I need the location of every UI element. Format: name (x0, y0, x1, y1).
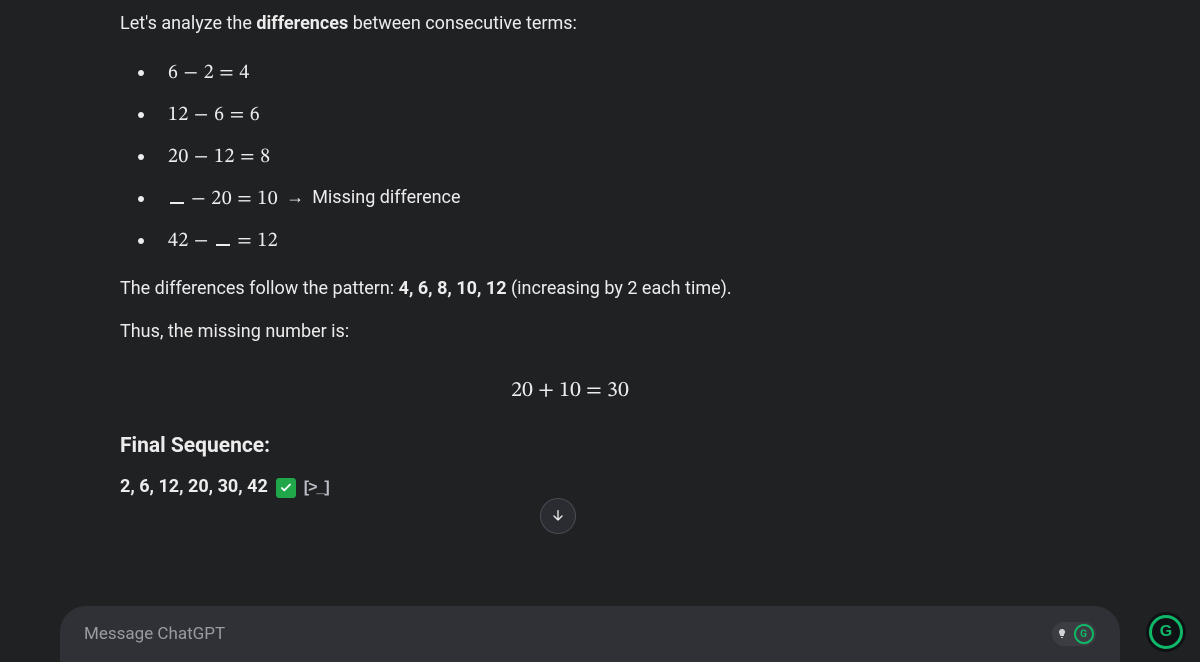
pattern-bold: 4, 6, 8, 10, 12 (399, 278, 507, 299)
intro-bold: differences (256, 13, 348, 34)
pattern-prefix: The differences follow the pattern: (120, 278, 399, 299)
difference-item: 12 − 6 = 6 (138, 99, 1020, 131)
input-pill-controls[interactable]: G (1052, 622, 1096, 646)
final-sequence: 2, 6, 12, 20, 30, 42 (120, 473, 268, 502)
grammarly-badge[interactable]: G (1146, 612, 1186, 652)
pattern-suffix: (increasing by 2 each time). (507, 278, 732, 299)
difference-equation: 20 − 12 = 8 (168, 141, 271, 173)
assistant-message: Let's analyze the differences between co… (0, 0, 1020, 502)
grammarly-icon: G (1149, 615, 1183, 649)
checkmark-icon (276, 478, 296, 498)
bullet-icon (138, 196, 144, 202)
difference-item: 20 − 12 = 8 (138, 141, 1020, 173)
difference-equation: 42 − = 12 (168, 225, 278, 257)
bullet-icon (138, 70, 144, 76)
final-heading: Final Sequence: (120, 430, 1020, 464)
difference-item: 6 − 2 = 4 (138, 57, 1020, 89)
message-input-bar[interactable]: Message ChatGPT G (60, 606, 1120, 662)
code-bracket-icon: [>_] (304, 475, 329, 501)
arrow-down-icon (550, 508, 566, 524)
difference-equation: 12 − 6 = 6 (168, 99, 260, 131)
difference-note: Missing difference (312, 184, 460, 213)
message-input-placeholder: Message ChatGPT (84, 624, 1044, 644)
intro-prefix: Let's analyze the (120, 13, 256, 34)
bullet-icon (138, 154, 144, 160)
bullet-icon (138, 112, 144, 118)
pattern-line: The differences follow the pattern: 4, 6… (120, 275, 1020, 304)
difference-item: 42 − = 12 (138, 225, 1020, 257)
differences-list: 6 − 2 = 4 12 − 6 = 6 20 − 12 = 8 − 20 = 10… (120, 57, 1020, 257)
intro-line: Let's analyze the differences between co… (120, 10, 1020, 39)
center-equation: 20 + 10 = 30 (120, 374, 1020, 409)
final-sequence-row: 2, 6, 12, 20, 30, 42 [>_] (120, 473, 1020, 502)
lightbulb-icon (1055, 627, 1069, 641)
bullet-icon (138, 238, 144, 244)
grammarly-small-icon: G (1074, 624, 1094, 644)
difference-equation: − 20 = 10 (168, 183, 278, 215)
scroll-to-bottom-button[interactable] (540, 498, 576, 534)
intro-suffix: between consecutive terms: (348, 13, 577, 34)
arrow-right-icon: → (286, 184, 304, 213)
difference-item: − 20 = 10 → Missing difference (138, 183, 1020, 215)
difference-equation: 6 − 2 = 4 (168, 57, 250, 89)
thus-line: Thus, the missing number is: (120, 318, 1020, 347)
